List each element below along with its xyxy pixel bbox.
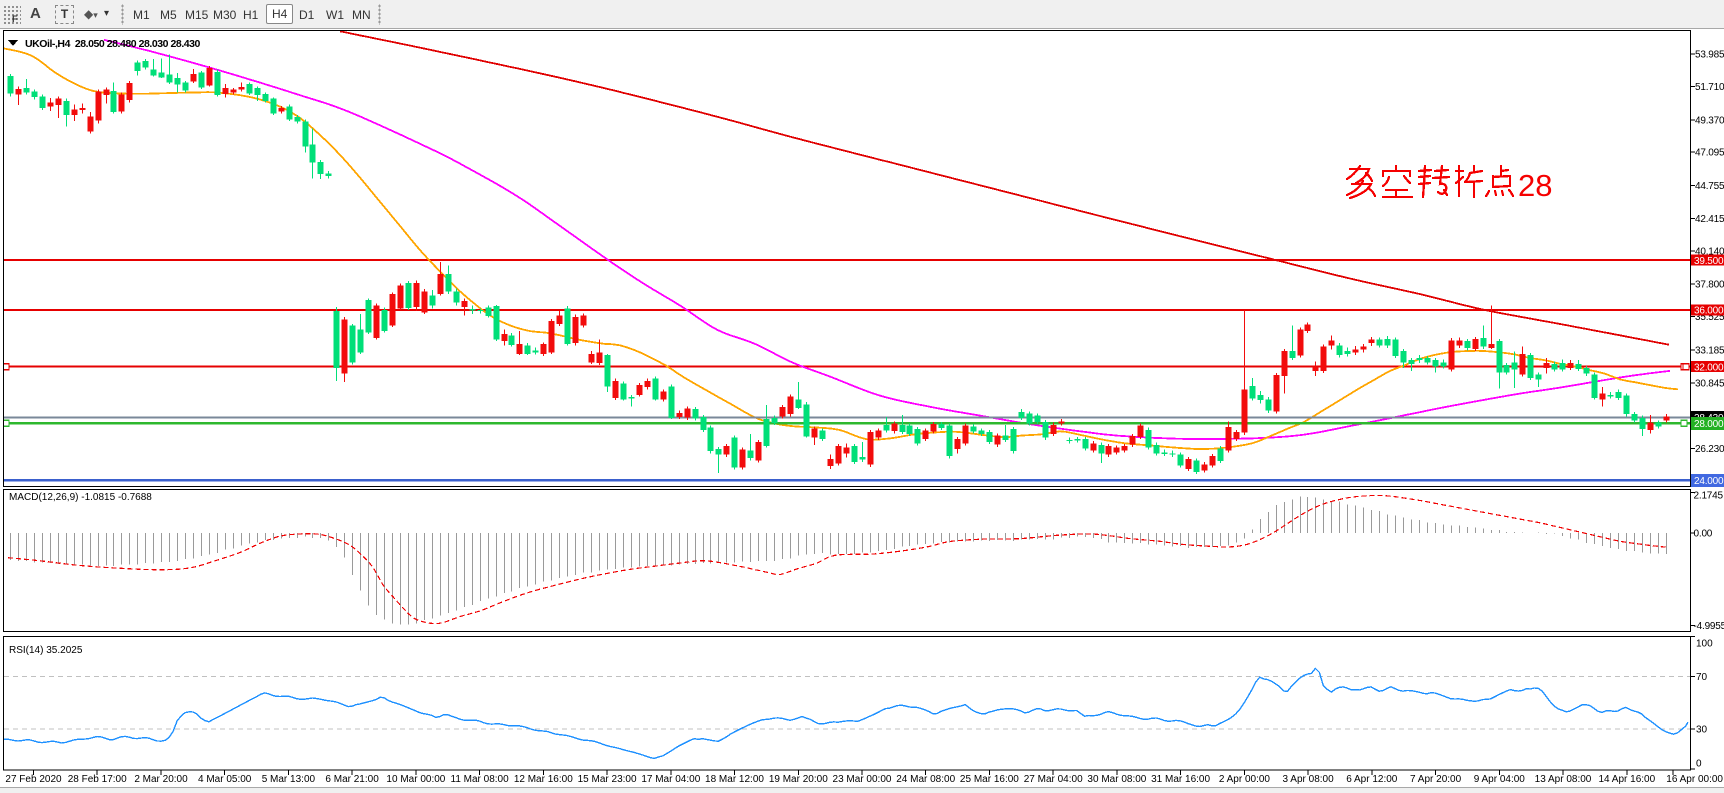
svg-text:23 Mar 00:00: 23 Mar 00:00 (833, 774, 892, 785)
svg-text:11 Mar 08:00: 11 Mar 08:00 (451, 774, 510, 785)
svg-text:35.525: 35.525 (1695, 312, 1724, 323)
svg-text:2.1745: 2.1745 (1694, 491, 1724, 502)
svg-text:40.140: 40.140 (1695, 246, 1724, 257)
svg-text:28.000: 28.000 (1694, 419, 1724, 430)
svg-text:UKOil-,H4 28.050 28.480 28.03: UKOil-,H4 28.050 28.480 28.030 28.430 (25, 38, 201, 50)
svg-text:10 Mar 00:00: 10 Mar 00:00 (386, 774, 445, 785)
svg-text:39.500: 39.500 (1694, 256, 1724, 267)
svg-text:6 Apr 12:00: 6 Apr 12:00 (1346, 774, 1398, 785)
svg-text:24.000: 24.000 (1694, 476, 1724, 487)
svg-text:16 Apr 00:00: 16 Apr 00:00 (1666, 774, 1723, 785)
svg-text:2 Mar 20:00: 2 Mar 20:00 (134, 774, 188, 785)
svg-text:51.710: 51.710 (1695, 82, 1724, 93)
svg-text:30: 30 (1696, 725, 1708, 736)
svg-text:0: 0 (1696, 759, 1702, 770)
svg-text:5 Mar 13:00: 5 Mar 13:00 (262, 774, 316, 785)
svg-text:28: 28 (1518, 168, 1552, 203)
svg-text:33.185: 33.185 (1695, 345, 1724, 356)
svg-text:9 Apr 04:00: 9 Apr 04:00 (1474, 774, 1526, 785)
svg-text:27 Mar 04:00: 27 Mar 04:00 (1024, 774, 1083, 785)
svg-text:6 Mar 21:00: 6 Mar 21:00 (325, 774, 379, 785)
svg-text:70: 70 (1696, 672, 1708, 683)
svg-text:28 Feb 17:00: 28 Feb 17:00 (68, 774, 127, 785)
svg-text:42.415: 42.415 (1695, 214, 1724, 225)
svg-text:MACD(12,26,9) -1.0815 -0.7688: MACD(12,26,9) -1.0815 -0.7688 (9, 492, 152, 503)
svg-text:36.000: 36.000 (1694, 306, 1724, 317)
svg-text:RSI(14) 35.2025: RSI(14) 35.2025 (9, 645, 83, 656)
svg-text:30 Mar 08:00: 30 Mar 08:00 (1087, 774, 1146, 785)
svg-text:37.800: 37.800 (1695, 280, 1724, 291)
svg-text:2 Apr 00:00: 2 Apr 00:00 (1219, 774, 1271, 785)
svg-text:13 Apr 08:00: 13 Apr 08:00 (1535, 774, 1592, 785)
svg-text:30.845: 30.845 (1695, 379, 1724, 390)
svg-text:31 Mar 16:00: 31 Mar 16:00 (1151, 774, 1210, 785)
svg-text:7 Apr 20:00: 7 Apr 20:00 (1410, 774, 1462, 785)
svg-text:47.095: 47.095 (1695, 148, 1724, 159)
svg-text:26.230: 26.230 (1695, 444, 1724, 455)
svg-text:-4.9955: -4.9955 (1694, 621, 1724, 632)
svg-text:25 Mar 16:00: 25 Mar 16:00 (960, 774, 1019, 785)
svg-text:0.00: 0.00 (1694, 529, 1713, 540)
svg-text:49.370: 49.370 (1695, 115, 1724, 126)
svg-text:27 Feb 2020: 27 Feb 2020 (5, 774, 62, 785)
svg-text:12 Mar 16:00: 12 Mar 16:00 (514, 774, 573, 785)
svg-text:19 Mar 20:00: 19 Mar 20:00 (769, 774, 828, 785)
svg-text:4 Mar 05:00: 4 Mar 05:00 (198, 774, 252, 785)
svg-text:3 Apr 08:00: 3 Apr 08:00 (1283, 774, 1335, 785)
svg-text:100: 100 (1696, 638, 1713, 649)
svg-text:15 Mar 23:00: 15 Mar 23:00 (578, 774, 637, 785)
svg-text:44.755: 44.755 (1695, 181, 1724, 192)
svg-text:32.000: 32.000 (1694, 362, 1724, 373)
svg-text:14 Apr 16:00: 14 Apr 16:00 (1598, 774, 1655, 785)
svg-text:17 Mar 04:00: 17 Mar 04:00 (641, 774, 700, 785)
svg-text:18 Mar 12:00: 18 Mar 12:00 (705, 774, 764, 785)
svg-text:24 Mar 08:00: 24 Mar 08:00 (896, 774, 955, 785)
svg-text:53.985: 53.985 (1695, 50, 1724, 61)
